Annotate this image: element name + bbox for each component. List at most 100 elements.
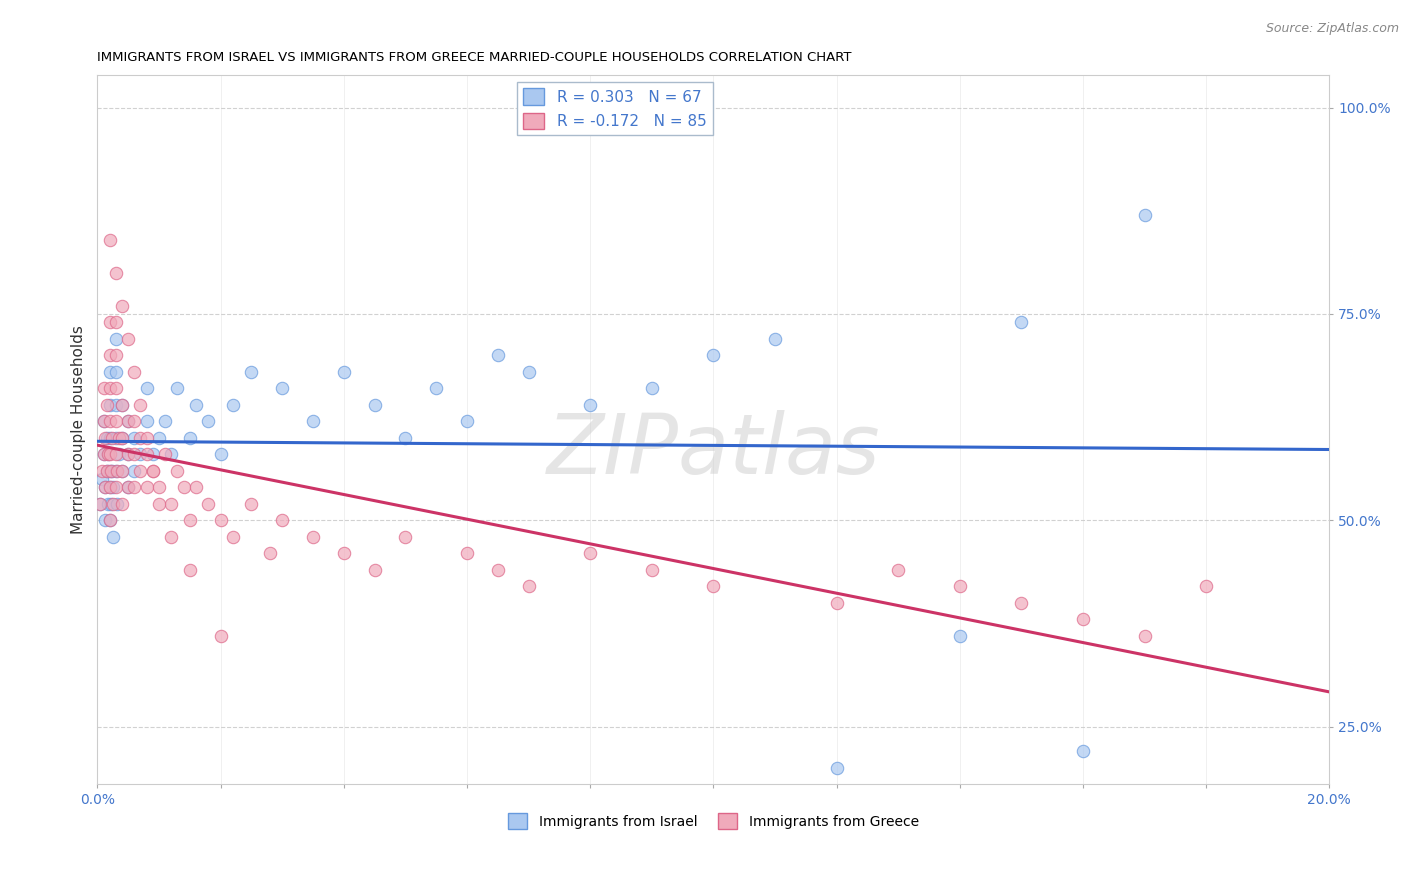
Point bbox=[98, 464, 121, 478]
Point bbox=[98, 381, 121, 395]
Point bbox=[179, 563, 201, 577]
Point bbox=[97, 497, 120, 511]
Point bbox=[93, 414, 115, 428]
Point bbox=[302, 414, 325, 428]
Point bbox=[124, 414, 146, 428]
Point bbox=[142, 447, 165, 461]
Point bbox=[104, 431, 127, 445]
Point bbox=[100, 497, 122, 511]
Point bbox=[104, 266, 127, 280]
Point bbox=[332, 365, 354, 379]
Point bbox=[89, 497, 111, 511]
Point bbox=[148, 497, 170, 511]
Point bbox=[456, 414, 478, 428]
Point bbox=[93, 447, 115, 461]
Point bbox=[271, 381, 294, 395]
Point bbox=[153, 447, 176, 461]
Point bbox=[129, 447, 152, 461]
Point bbox=[101, 497, 124, 511]
Point bbox=[517, 579, 540, 593]
Point bbox=[89, 497, 111, 511]
Point bbox=[825, 596, 848, 610]
Point bbox=[94, 431, 117, 445]
Point bbox=[111, 398, 134, 412]
Point bbox=[887, 563, 910, 577]
Point bbox=[135, 381, 157, 395]
Point bbox=[117, 332, 139, 346]
Point bbox=[97, 447, 120, 461]
Point bbox=[486, 348, 509, 362]
Point bbox=[259, 546, 281, 560]
Point bbox=[160, 497, 183, 511]
Point bbox=[160, 447, 183, 461]
Point bbox=[394, 431, 416, 445]
Point bbox=[97, 447, 120, 461]
Point bbox=[100, 431, 122, 445]
Point bbox=[702, 579, 724, 593]
Point bbox=[101, 530, 124, 544]
Point bbox=[197, 414, 219, 428]
Point bbox=[153, 414, 176, 428]
Point bbox=[117, 447, 139, 461]
Point bbox=[302, 530, 325, 544]
Point bbox=[394, 530, 416, 544]
Point bbox=[124, 365, 146, 379]
Point bbox=[129, 398, 152, 412]
Text: ZIPatlas: ZIPatlas bbox=[547, 410, 880, 491]
Point bbox=[100, 464, 122, 478]
Point bbox=[456, 546, 478, 560]
Point bbox=[173, 480, 195, 494]
Point bbox=[641, 563, 664, 577]
Point bbox=[517, 365, 540, 379]
Point bbox=[111, 431, 134, 445]
Point bbox=[96, 398, 118, 412]
Point bbox=[117, 480, 139, 494]
Point bbox=[104, 414, 127, 428]
Point bbox=[222, 530, 245, 544]
Point bbox=[111, 398, 134, 412]
Point bbox=[129, 431, 152, 445]
Point bbox=[98, 414, 121, 428]
Point bbox=[1071, 612, 1094, 626]
Point bbox=[332, 546, 354, 560]
Point bbox=[111, 464, 134, 478]
Point bbox=[209, 513, 232, 527]
Point bbox=[148, 480, 170, 494]
Point bbox=[124, 431, 146, 445]
Point bbox=[98, 348, 121, 362]
Point bbox=[98, 480, 121, 494]
Point bbox=[104, 332, 127, 346]
Point bbox=[104, 480, 127, 494]
Point bbox=[129, 464, 152, 478]
Point bbox=[179, 431, 201, 445]
Point bbox=[108, 431, 131, 445]
Point bbox=[100, 464, 122, 478]
Point bbox=[98, 233, 121, 247]
Point bbox=[108, 447, 131, 461]
Point bbox=[93, 414, 115, 428]
Point bbox=[1133, 208, 1156, 222]
Point bbox=[90, 464, 112, 478]
Point bbox=[104, 398, 127, 412]
Point bbox=[425, 381, 447, 395]
Point bbox=[124, 480, 146, 494]
Point bbox=[641, 381, 664, 395]
Point bbox=[135, 447, 157, 461]
Point bbox=[104, 447, 127, 461]
Point bbox=[486, 563, 509, 577]
Point bbox=[135, 480, 157, 494]
Y-axis label: Married-couple Households: Married-couple Households bbox=[72, 325, 86, 534]
Legend: Immigrants from Israel, Immigrants from Greece: Immigrants from Israel, Immigrants from … bbox=[502, 808, 924, 834]
Point bbox=[579, 398, 602, 412]
Point bbox=[1010, 596, 1032, 610]
Point bbox=[135, 431, 157, 445]
Point bbox=[98, 513, 121, 527]
Point bbox=[94, 513, 117, 527]
Point bbox=[111, 464, 134, 478]
Point bbox=[142, 464, 165, 478]
Point bbox=[105, 497, 128, 511]
Point bbox=[111, 431, 134, 445]
Point bbox=[117, 414, 139, 428]
Point bbox=[98, 365, 121, 379]
Point bbox=[111, 299, 134, 313]
